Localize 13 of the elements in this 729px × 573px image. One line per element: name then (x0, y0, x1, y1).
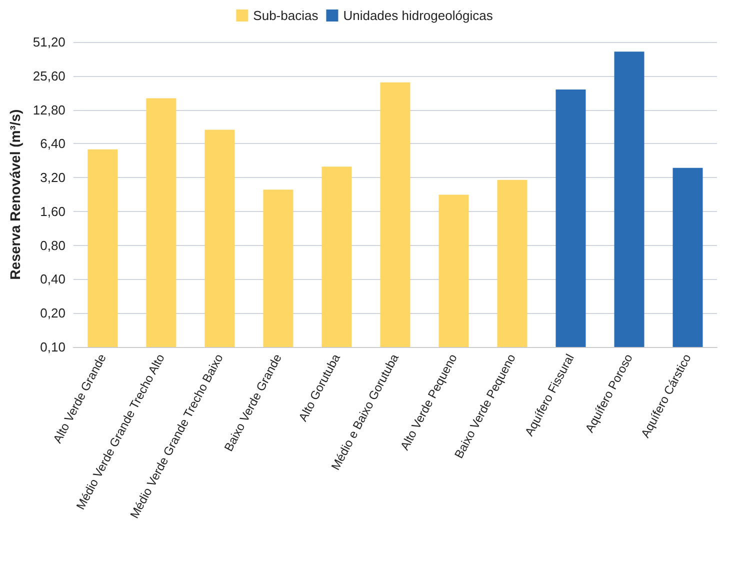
y-tick-label: 3,20 (40, 170, 66, 186)
y-tick-label: 25,60 (32, 68, 66, 84)
y-tick-label: 12,80 (32, 102, 66, 118)
legend-label: Sub-bacias (253, 8, 319, 23)
y-tick-label: 0,20 (40, 306, 66, 321)
y-tick-label: 6,40 (40, 136, 66, 152)
y-tick-label: 0,80 (40, 238, 66, 253)
y-tick-label: 0,40 (40, 272, 66, 287)
y-tick-label: 0,10 (40, 340, 66, 354)
y-axis-title: Reserva Renovável (m³/s) (7, 109, 23, 280)
legend-label: Unidades hidrogeológicas (343, 8, 494, 23)
y-tick-label: 1,60 (40, 204, 66, 219)
y-tick-label: 51,20 (32, 34, 66, 50)
